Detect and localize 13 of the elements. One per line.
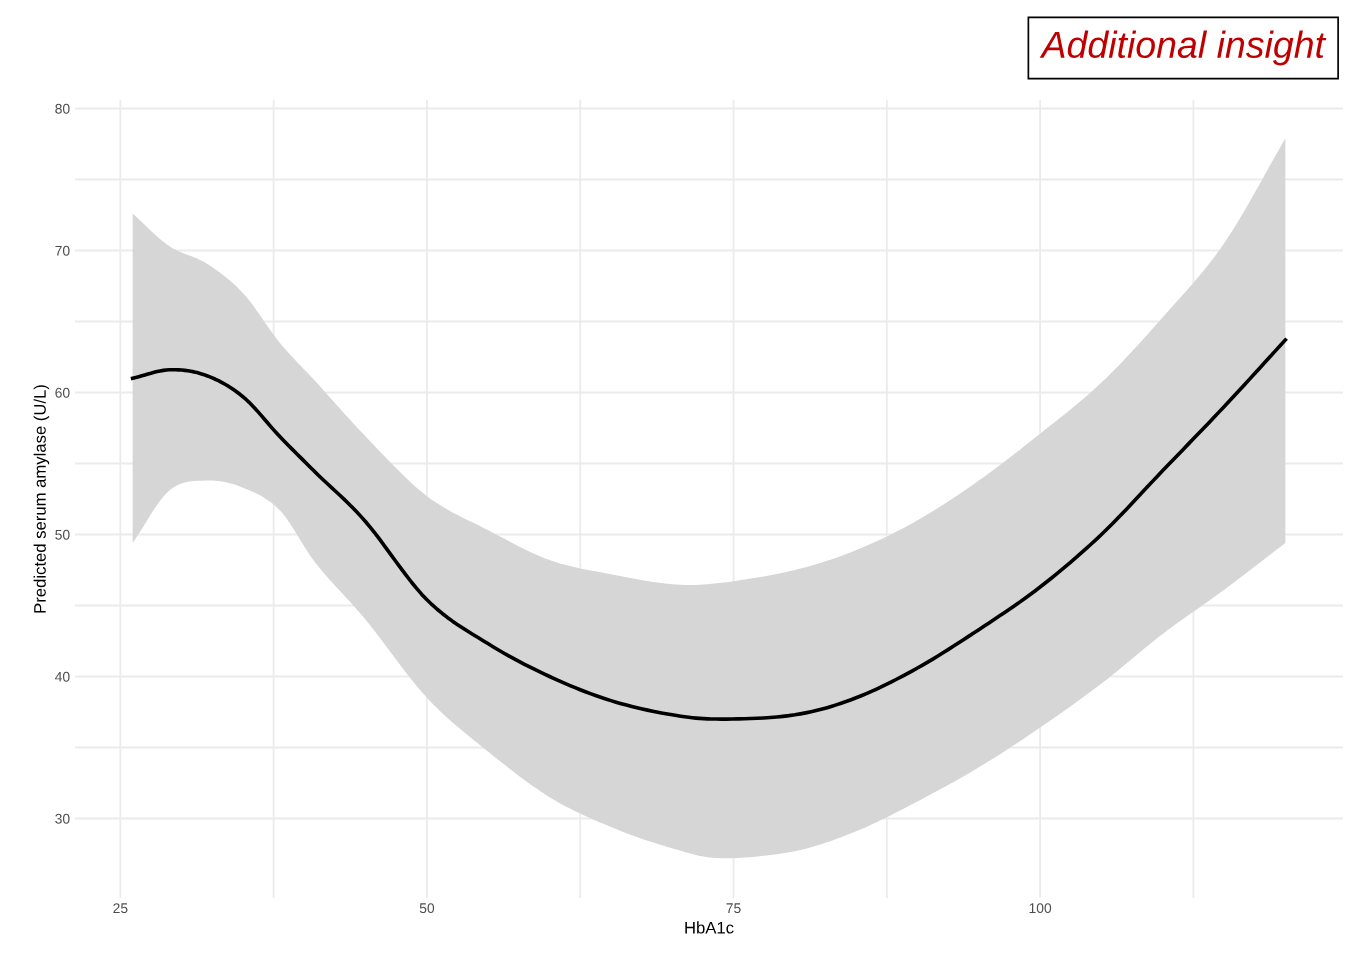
x-tick-label: 75 xyxy=(726,903,741,914)
y-tick-label: 70 xyxy=(55,245,70,256)
text: Additional insight xyxy=(1039,30,1327,66)
y-tick-label: 50 xyxy=(55,529,70,540)
y-tick-label: 30 xyxy=(55,813,70,824)
x-axis-title: HbA1c xyxy=(685,921,734,934)
y-axis-title: Predicted serum amylase (U/L) xyxy=(33,385,50,613)
y-tick-label: 60 xyxy=(55,387,70,398)
y-tick-label: 80 xyxy=(55,103,70,114)
x-tick-label: 50 xyxy=(419,903,435,914)
y-tick-label: 40 xyxy=(55,671,70,682)
x-tick-label: 100 xyxy=(1029,903,1052,914)
x-tick-label: 25 xyxy=(113,903,128,914)
